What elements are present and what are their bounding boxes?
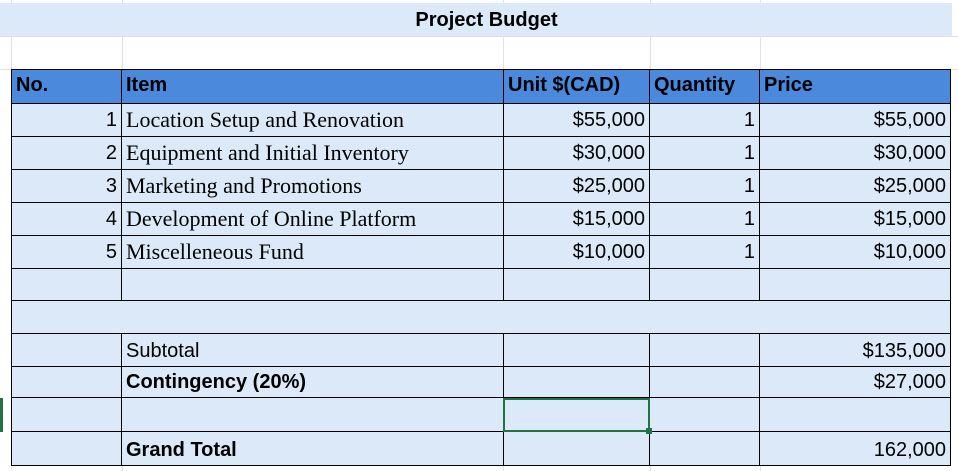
- cell-no[interactable]: 5: [11, 236, 122, 269]
- header-row: No. Item Unit $(CAD) Quantity Price: [11, 69, 951, 104]
- empty-cell[interactable]: [11, 269, 122, 301]
- empty-cell[interactable]: [11, 334, 122, 367]
- cell-item[interactable]: Equipment and Initial Inventory: [122, 137, 504, 170]
- header-unit[interactable]: Unit $(CAD): [504, 69, 650, 104]
- empty-cell[interactable]: [504, 334, 650, 367]
- table-row: 3 Marketing and Promotions $25,000 1 $25…: [11, 170, 951, 203]
- contingency-value[interactable]: $27,000: [760, 367, 951, 398]
- cell-unit[interactable]: $30,000: [504, 137, 650, 170]
- empty-cell[interactable]: [650, 367, 760, 398]
- table-row: 2 Equipment and Initial Inventory $30,00…: [11, 137, 951, 170]
- subtotal-value[interactable]: $135,000: [760, 334, 951, 367]
- empty-cell[interactable]: [504, 367, 650, 398]
- page-title: Project Budget: [415, 9, 558, 31]
- cell-item[interactable]: Location Setup and Renovation: [122, 104, 504, 137]
- fill-handle[interactable]: [646, 428, 652, 434]
- empty-cell[interactable]: [122, 398, 504, 432]
- contingency-label[interactable]: Contingency (20%): [122, 367, 504, 398]
- cell-price[interactable]: $15,000: [760, 203, 951, 236]
- gridline: [0, 36, 958, 37]
- cell-quantity[interactable]: 1: [650, 137, 760, 170]
- empty-cell[interactable]: [11, 398, 122, 432]
- spacer-band: [11, 301, 951, 334]
- header-price[interactable]: Price: [760, 69, 951, 104]
- contingency-row: Contingency (20%) $27,000: [11, 367, 951, 398]
- cell-price[interactable]: $55,000: [760, 104, 951, 137]
- empty-cell[interactable]: [650, 334, 760, 367]
- cell-quantity[interactable]: 1: [650, 104, 760, 137]
- cell-price[interactable]: $30,000: [760, 137, 951, 170]
- cell-item[interactable]: Miscelleneous Fund: [122, 236, 504, 269]
- header-quantity[interactable]: Quantity: [650, 69, 760, 104]
- subtotal-label[interactable]: Subtotal: [122, 334, 504, 367]
- cell-unit[interactable]: $55,000: [504, 104, 650, 137]
- row-selection-indicator: [0, 398, 3, 432]
- table-row: 5 Miscelleneous Fund $10,000 1 $10,000: [11, 236, 951, 269]
- empty-cell[interactable]: [650, 432, 760, 466]
- cell-no[interactable]: 4: [11, 203, 122, 236]
- table-row: 1 Location Setup and Renovation $55,000 …: [11, 104, 951, 137]
- empty-cell[interactable]: [760, 269, 951, 301]
- cell-quantity[interactable]: 1: [650, 170, 760, 203]
- header-item[interactable]: Item: [122, 69, 504, 104]
- cell-no[interactable]: 2: [11, 137, 122, 170]
- grand-total-label[interactable]: Grand Total: [122, 432, 504, 466]
- cell-quantity[interactable]: 1: [650, 203, 760, 236]
- cell-item[interactable]: Marketing and Promotions: [122, 170, 504, 203]
- grand-total-row: Grand Total 162,000: [11, 432, 951, 466]
- active-cell-selection[interactable]: [503, 398, 650, 432]
- cell-unit[interactable]: $10,000: [504, 236, 650, 269]
- empty-cell[interactable]: [11, 367, 122, 398]
- title-band: [0, 3, 952, 36]
- empty-cell[interactable]: [122, 269, 504, 301]
- cell-item[interactable]: Development of Online Platform: [122, 203, 504, 236]
- empty-cell[interactable]: [760, 398, 951, 432]
- cell-no[interactable]: 3: [11, 170, 122, 203]
- empty-cell[interactable]: [650, 398, 760, 432]
- grand-total-value[interactable]: 162,000: [760, 432, 951, 466]
- empty-cell[interactable]: [650, 269, 760, 301]
- empty-cell[interactable]: [504, 432, 650, 466]
- cell-price[interactable]: $10,000: [760, 236, 951, 269]
- cell-quantity[interactable]: 1: [650, 236, 760, 269]
- empty-cell[interactable]: [11, 432, 122, 466]
- empty-row: [11, 398, 951, 432]
- table-row: 4 Development of Online Platform $15,000…: [11, 203, 951, 236]
- cell-no[interactable]: 1: [11, 104, 122, 137]
- empty-cell[interactable]: [504, 269, 650, 301]
- empty-row: [11, 269, 951, 301]
- cell-price[interactable]: $25,000: [760, 170, 951, 203]
- header-no[interactable]: No.: [11, 69, 122, 104]
- cell-unit[interactable]: $25,000: [504, 170, 650, 203]
- subtotal-row: Subtotal $135,000: [11, 334, 951, 367]
- cell-unit[interactable]: $15,000: [504, 203, 650, 236]
